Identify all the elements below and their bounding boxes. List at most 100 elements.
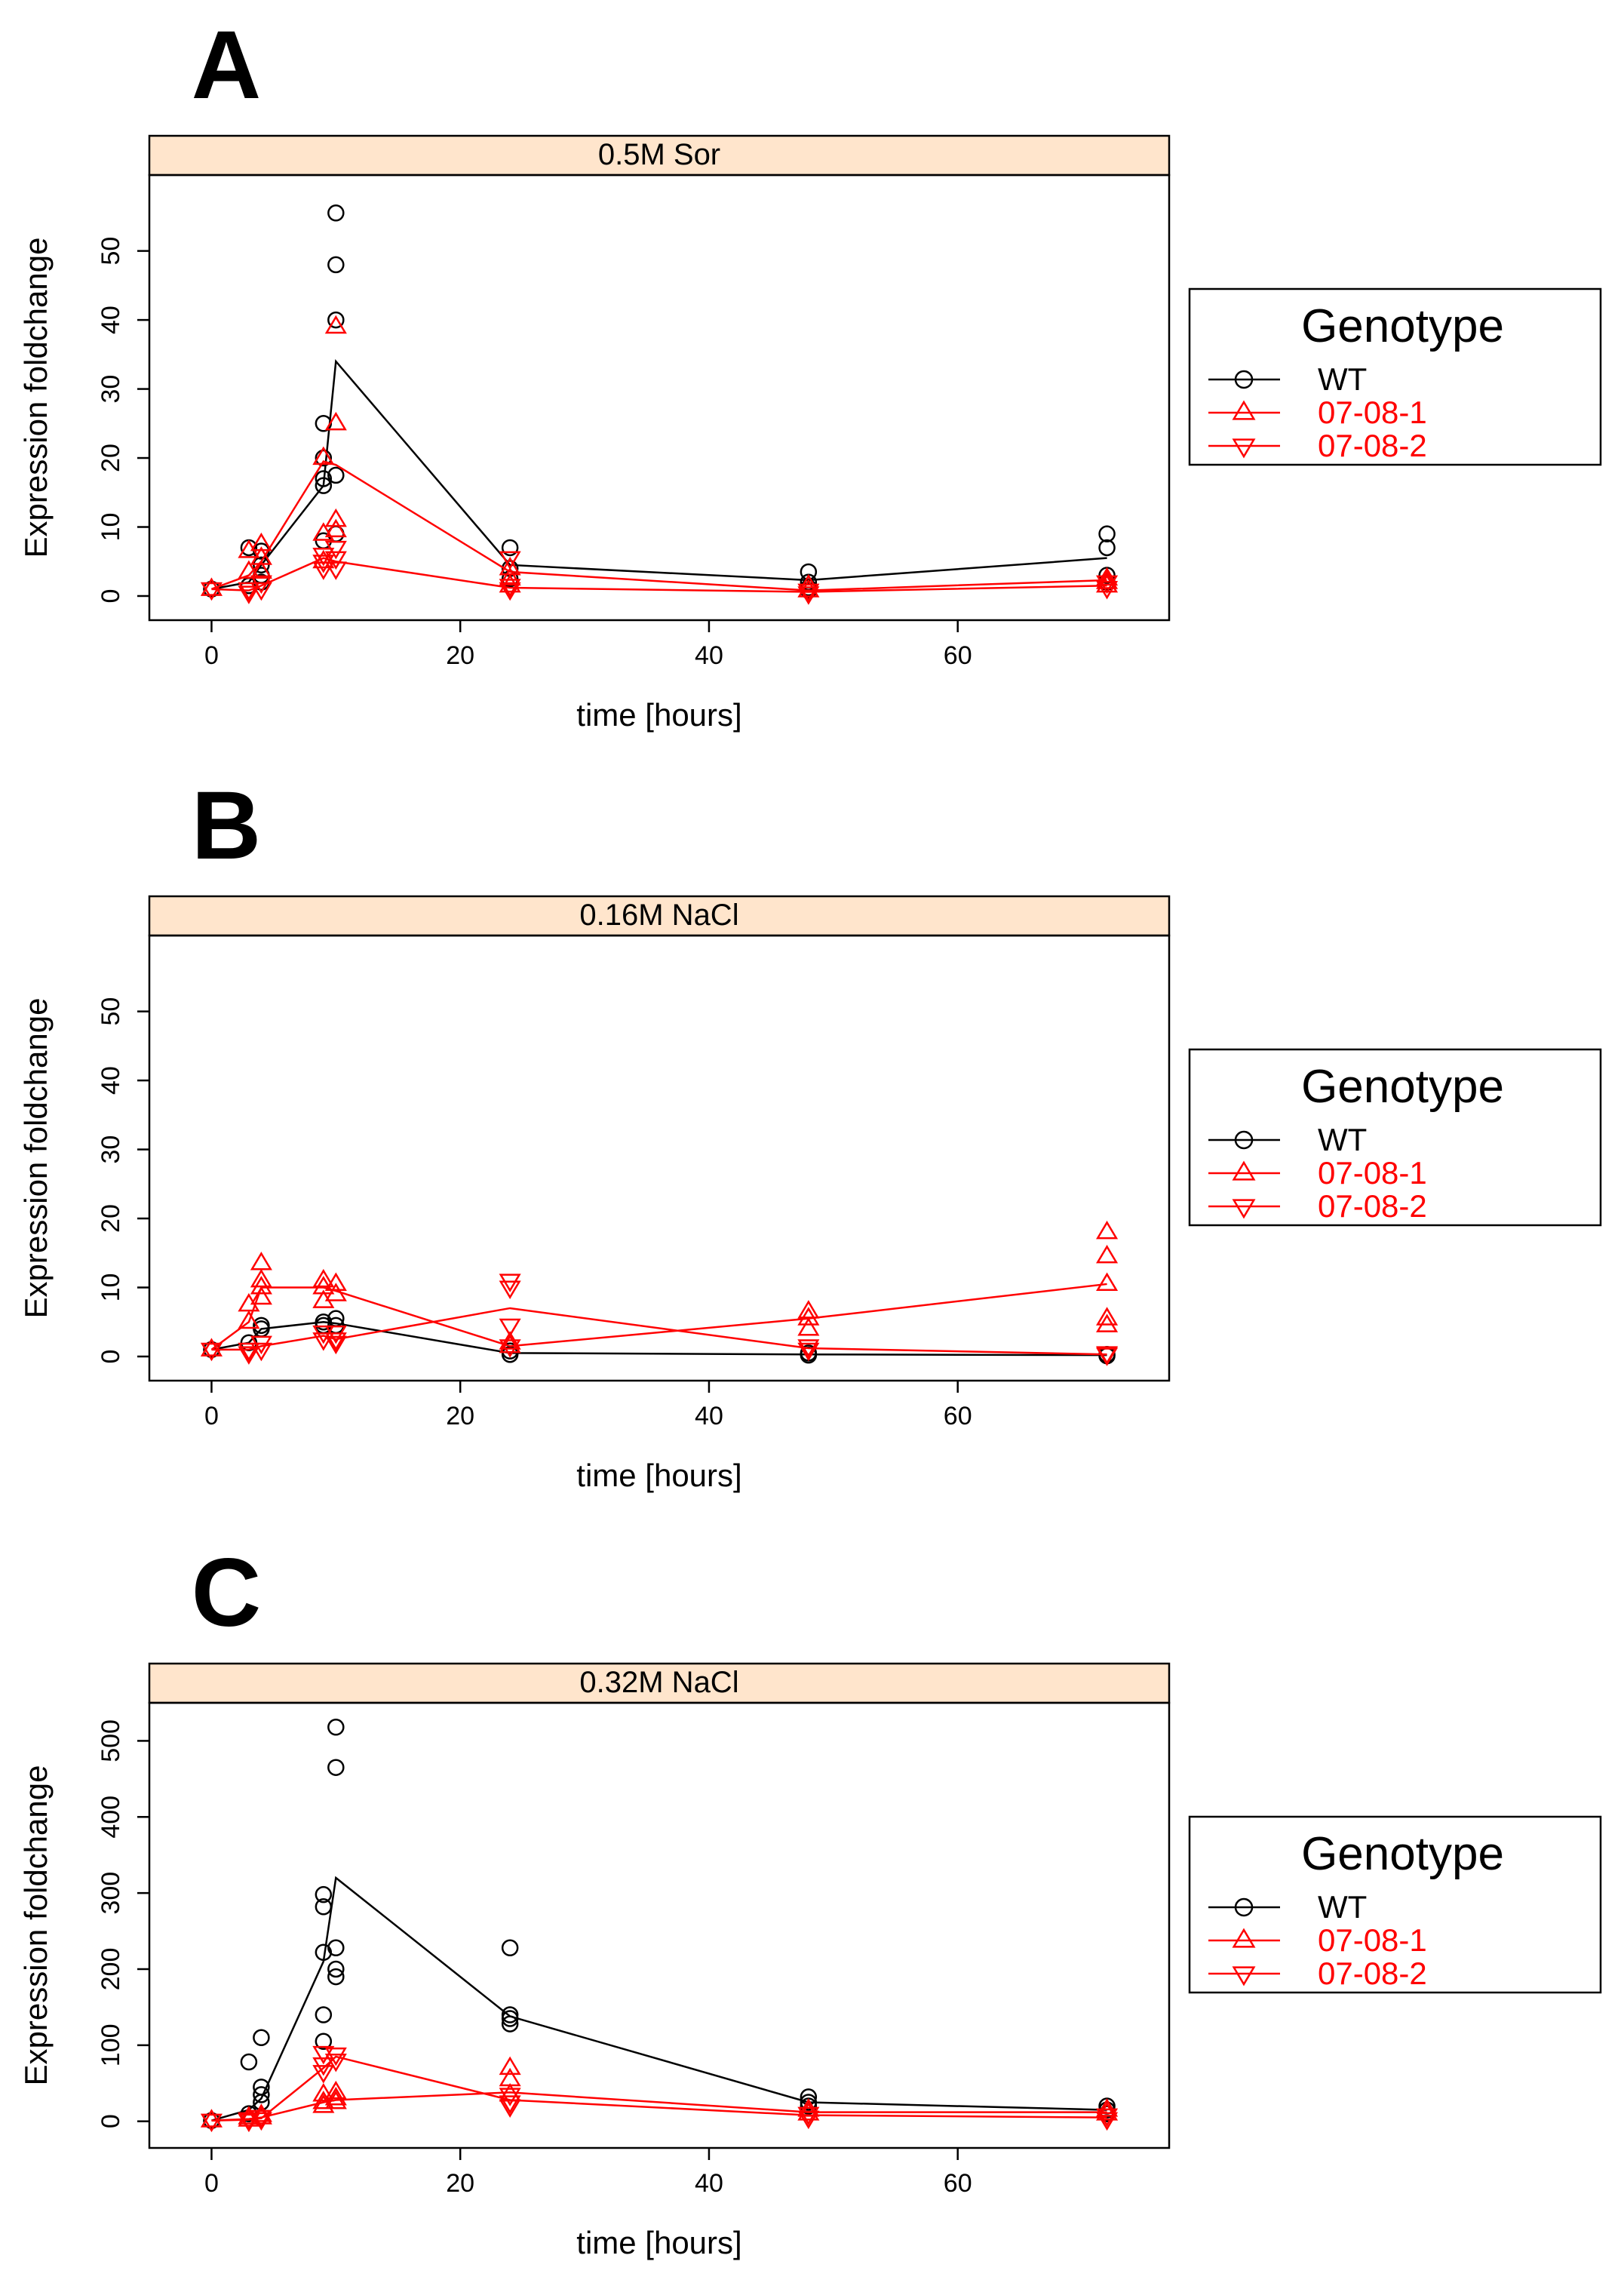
strip-background — [148, 134, 1171, 177]
data-point — [324, 551, 347, 570]
data-point — [327, 1968, 345, 1986]
series-mean-line — [211, 358, 1107, 591]
y-tick-label: 300 — [97, 1872, 125, 1915]
data-point — [499, 579, 521, 598]
y-tick-label: 0 — [97, 589, 125, 604]
data-point — [238, 585, 260, 604]
legend-label: 07-08-1 — [1318, 1155, 1427, 1191]
data-point — [499, 1280, 521, 1299]
plot-frame — [148, 1701, 1171, 2149]
data-point — [499, 567, 521, 586]
data-point — [238, 1342, 260, 1362]
data-point — [324, 1272, 347, 1291]
data-point — [253, 2086, 270, 2103]
data-point — [250, 532, 272, 552]
legend-label: 07-08-1 — [1318, 395, 1427, 430]
x-tick-label: 60 — [944, 2169, 972, 2198]
data-point — [324, 540, 347, 560]
panel-letter: A — [192, 11, 261, 119]
series-07-08-2 — [200, 1274, 1119, 1366]
data-point — [250, 1286, 272, 1305]
data-point — [797, 583, 820, 603]
x-tick-label: 40 — [695, 2169, 723, 2198]
legend-marker — [1234, 370, 1254, 389]
data-point — [501, 539, 519, 557]
strip-background — [148, 895, 1171, 937]
data-point — [238, 1346, 260, 1365]
data-point — [250, 582, 272, 601]
data-point — [797, 579, 820, 598]
data-point — [501, 2015, 519, 2033]
data-point — [797, 2106, 820, 2126]
x-tick-label: 40 — [695, 1402, 723, 1430]
data-point — [1096, 1272, 1119, 1291]
data-point — [250, 1252, 272, 1271]
data-point — [1096, 580, 1119, 600]
y-tick-label: 40 — [97, 306, 125, 334]
panel-a: A 0.5M Sor 0 20 40 60 0 10 20 30 40 50 time [hours] E… — [18, 11, 1602, 733]
data-point — [499, 2067, 521, 2087]
x-tick-label: 0 — [204, 2169, 219, 2198]
legend-label: WT — [1318, 361, 1367, 397]
data-point — [315, 2033, 333, 2051]
legend-marker — [1232, 1160, 1256, 1181]
legend-marker — [1232, 1966, 1256, 1986]
data-point — [312, 1268, 335, 1288]
data-point — [250, 1335, 272, 1355]
data-point — [1098, 525, 1116, 542]
data-point — [501, 2006, 519, 2023]
data-point — [324, 2047, 347, 2066]
data-point — [499, 1339, 521, 1358]
strip-title: 0.32M NaCl — [579, 1666, 738, 1699]
data-point — [327, 256, 345, 274]
data-point — [315, 470, 333, 487]
data-point — [324, 561, 347, 580]
panel-letter: C — [192, 1539, 261, 1647]
x-tick-label: 0 — [204, 1402, 219, 1430]
data-point — [797, 2110, 820, 2130]
legend-label: 07-08-2 — [1318, 1188, 1427, 1224]
panel-b: B 0.16M NaCl 0 20 40 60 0 10 20 30 40 50 time [hours… — [18, 772, 1602, 1493]
plot-frame — [148, 934, 1171, 1382]
y-axis-label: Expression foldchange — [18, 238, 54, 558]
data-point — [200, 577, 223, 596]
data-point — [499, 2099, 521, 2118]
data-point — [1096, 570, 1119, 589]
series-07-08-1 — [200, 315, 1119, 598]
data-point — [499, 1334, 521, 1353]
series-WT — [203, 1719, 1116, 2129]
y-tick-label: 30 — [97, 375, 125, 404]
data-point — [250, 560, 272, 579]
data-point — [327, 311, 345, 329]
data-point — [327, 1719, 345, 1736]
strip-title: 0.16M NaCl — [579, 899, 738, 932]
panel-letter: B — [192, 772, 261, 880]
data-point — [200, 2113, 223, 2133]
legend-marker — [1232, 1928, 1256, 1948]
data-point — [797, 1317, 820, 1336]
data-point — [250, 2109, 272, 2129]
data-point — [797, 1342, 820, 1362]
data-point — [1096, 1347, 1119, 1366]
data-point — [312, 2065, 335, 2084]
x-tick-label: 0 — [204, 641, 219, 670]
x-axis-label: time [hours] — [576, 1458, 741, 1493]
data-point — [312, 446, 335, 465]
data-point — [315, 449, 333, 467]
data-point — [1096, 575, 1119, 595]
x-tick-label: 60 — [944, 641, 972, 670]
data-point — [1096, 1244, 1119, 1264]
x-tick-label: 20 — [446, 2169, 474, 2198]
data-point — [240, 2053, 258, 2071]
legend-title: Genotype — [1301, 300, 1504, 352]
data-point — [200, 1338, 223, 1357]
data-point — [324, 1332, 347, 1351]
strip-background — [148, 1662, 1171, 1704]
series-07-08-2 — [200, 540, 1119, 605]
legend-title: Genotype — [1301, 1061, 1504, 1113]
legend-label: 07-08-2 — [1318, 1956, 1427, 1991]
y-tick-label: 10 — [97, 513, 125, 542]
data-point — [250, 2112, 272, 2131]
